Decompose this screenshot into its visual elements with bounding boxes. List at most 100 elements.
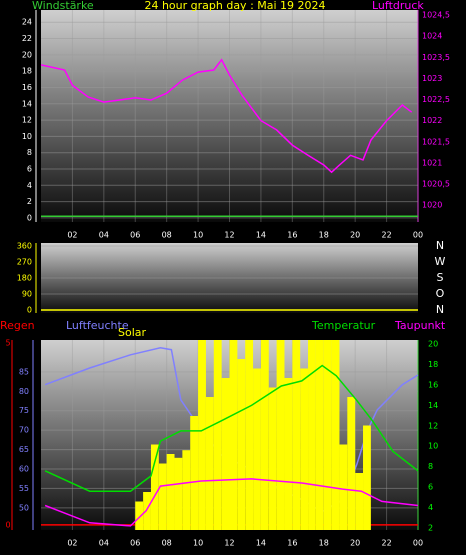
solar-bar [221, 378, 230, 530]
y-tick-label: 65 [19, 445, 29, 454]
y-tick-label: 80 [19, 387, 29, 396]
solar-bar [347, 397, 356, 530]
y-tick-label: 70 [19, 426, 29, 435]
solar-bar [198, 340, 206, 530]
series-line [44, 364, 419, 492]
y-tick-label: 270 [17, 258, 32, 267]
y2-tick-label: 1022,5 [422, 95, 450, 104]
y-tick-label: 180 [17, 274, 32, 283]
y-tick-label: 20 [22, 50, 32, 59]
solar-bar [182, 450, 191, 530]
chart-title: 24 hour graph day : Mai 19 2024 [144, 0, 325, 12]
y-tick-label: 50 [19, 503, 29, 512]
y2-tick-label: 1020,5 [422, 179, 450, 188]
y2-tick-label: 1024 [422, 32, 442, 41]
y-tick-label: 16 [22, 83, 32, 92]
solar-bar [276, 340, 285, 530]
x-tick-label: 06 [130, 231, 140, 240]
y2-tick-label: 2 [428, 523, 433, 532]
x-tick-label: 20 [350, 231, 360, 240]
solar-bar [143, 492, 151, 530]
solar-bar [174, 457, 183, 530]
legend-label: Taupunkt [394, 319, 446, 332]
x-tick-label: 14 [256, 231, 266, 240]
y-tick-label: 2 [27, 197, 32, 206]
solar-bar [308, 340, 316, 530]
solar-bar [260, 340, 269, 530]
x-tick-label: 02 [67, 539, 77, 548]
solar-bar [268, 387, 277, 530]
x-tick-label: 04 [99, 539, 109, 548]
y2-tick-label: 1021 [422, 158, 442, 167]
legend-label: Luftdruck [372, 0, 424, 12]
x-tick-label: 10 [193, 539, 203, 548]
y2-tick-label: W [435, 255, 446, 268]
x-tick-label: 20 [350, 539, 360, 548]
legend-label: Solar [118, 326, 147, 339]
solar-bar [135, 501, 144, 530]
y2-tick-label: 1023 [422, 74, 442, 83]
solar-bar [229, 340, 238, 530]
y-tick-label: 22 [22, 34, 32, 43]
solar-bar [166, 454, 175, 530]
solar-bar [363, 425, 371, 530]
legend-label: Luftfeuchte [66, 319, 129, 332]
y2-tick-label: 12 [428, 421, 438, 430]
solar-bar [245, 340, 254, 530]
y2-tick-label: 1021,5 [422, 137, 450, 146]
y2-tick-label: 1023,5 [422, 53, 450, 62]
solar-bar [292, 340, 301, 530]
y2-tick-label: 8 [428, 462, 433, 471]
y3-tick-label: 5 [5, 338, 10, 347]
x-tick-label: 12 [224, 231, 234, 240]
x-tick-label: 22 [381, 231, 391, 240]
solar-bar [205, 397, 214, 530]
y2-tick-label: 1024,5 [422, 11, 450, 20]
x-tick-label: 06 [130, 539, 140, 548]
solar-bar [213, 340, 222, 530]
y-tick-label: 6 [27, 165, 32, 174]
x-tick-label: 22 [381, 539, 391, 548]
y-tick-label: 14 [22, 99, 32, 108]
y-tick-label: 12 [22, 116, 32, 125]
solar-bar [158, 463, 167, 530]
panel-wind-pressure [41, 10, 418, 222]
x-tick-label: 10 [193, 231, 203, 240]
y-tick-label: 4 [27, 181, 32, 190]
legend-label: Temperatur [311, 319, 376, 332]
y-tick-label: 18 [22, 67, 32, 76]
solar-bar [253, 368, 261, 530]
x-tick-label: 02 [67, 231, 77, 240]
y2-tick-label: 14 [428, 401, 438, 410]
solar-bar [284, 378, 293, 530]
x-tick-label: 14 [256, 539, 266, 548]
y-tick-label: 60 [19, 464, 29, 473]
y-tick-label: 75 [19, 406, 29, 415]
y2-tick-label: 18 [428, 360, 438, 369]
solar-bar [331, 340, 340, 530]
solar-bar [323, 340, 332, 530]
series-line [40, 58, 413, 174]
x-tick-label: 08 [162, 539, 172, 548]
y2-tick-label: 1022 [422, 116, 442, 125]
legend-label: Regen [0, 319, 35, 332]
y2-tick-label: O [436, 287, 445, 300]
y-tick-label: 24 [22, 18, 32, 27]
series-line [44, 478, 419, 527]
x-tick-label: 00 [413, 231, 423, 240]
y-tick-label: 10 [22, 132, 32, 141]
y2-tick-label: 10 [428, 442, 438, 451]
y2-tick-label: 4 [428, 503, 433, 512]
solar-bar [300, 368, 309, 530]
x-tick-label: 08 [162, 231, 172, 240]
solar-bar [150, 444, 159, 530]
y2-tick-label: S [437, 271, 444, 284]
x-tick-label: 18 [319, 539, 329, 548]
y2-tick-label: 6 [428, 483, 433, 492]
solar-bar [339, 444, 348, 530]
y3-tick-label: 0 [5, 520, 10, 529]
y2-tick-label: 16 [428, 380, 438, 389]
y2-tick-label: N [436, 239, 444, 252]
y-tick-label: 360 [17, 242, 32, 251]
